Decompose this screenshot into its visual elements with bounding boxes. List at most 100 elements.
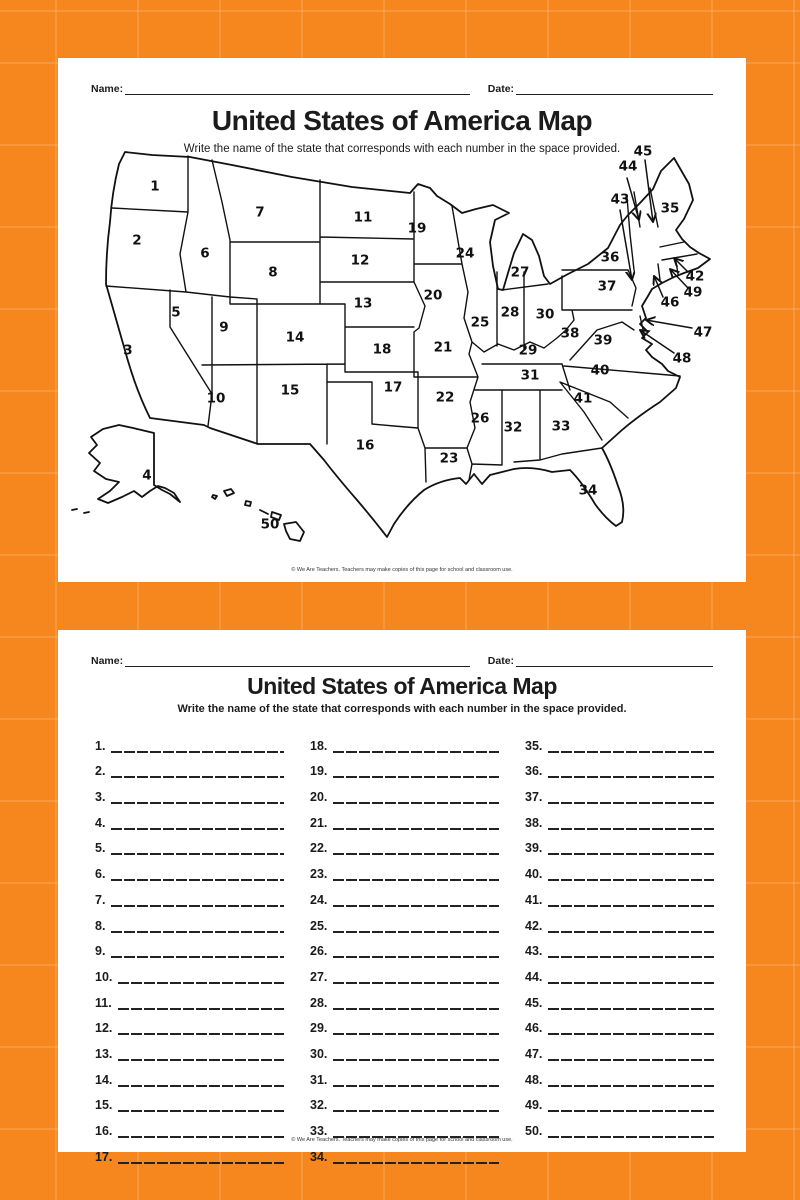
answer-blank-line	[333, 1020, 499, 1036]
answer-blank-line	[118, 1045, 284, 1061]
answer-blank-line	[333, 1071, 499, 1087]
answer-number: 9.	[95, 944, 106, 959]
map-number-23: 23	[440, 451, 459, 467]
answer-row-13: 13.	[95, 1035, 284, 1061]
page-title: United States of America Map	[247, 673, 557, 699]
map-number-40: 40	[591, 363, 610, 379]
answer-number: 21.	[310, 815, 328, 830]
map-number-30: 30	[536, 307, 555, 323]
answer-number: 12.	[95, 1021, 113, 1036]
answer-row-42: 42.	[525, 907, 714, 933]
map-number-14: 14	[286, 330, 305, 346]
answer-number: 27.	[310, 969, 328, 984]
answer-blank-line	[333, 891, 499, 907]
answer-blank-line	[333, 1123, 499, 1138]
answer-blank-line	[333, 763, 499, 779]
date-label: Date:	[487, 655, 515, 667]
map-number-17: 17	[384, 380, 403, 396]
pointer-arrow-47	[646, 320, 693, 329]
answer-number: 22.	[310, 841, 328, 856]
map-number-37: 37	[598, 279, 617, 295]
map-number-33: 33	[552, 419, 571, 435]
map-number-3: 3	[123, 343, 132, 359]
answer-blank-line	[548, 943, 714, 959]
answer-number: 16.	[95, 1124, 113, 1138]
answer-number: 13.	[95, 1046, 113, 1061]
map-number-49: 49	[684, 285, 703, 301]
map-number-13: 13	[354, 296, 373, 312]
answer-row-46: 46.	[525, 1010, 714, 1036]
answer-blank-line	[333, 1097, 499, 1113]
map-number-47: 47	[694, 325, 713, 341]
answer-row-36: 36.	[525, 753, 714, 779]
answer-row-1: 1.	[95, 727, 284, 753]
answer-number: 50.	[525, 1124, 543, 1138]
answer-blank-line	[111, 763, 284, 779]
map-number-1: 1	[150, 179, 159, 195]
answer-blank-line	[548, 789, 714, 805]
answer-blank-line	[117, 994, 284, 1010]
answer-blank-line	[333, 840, 499, 856]
answer-row-28: 28.	[310, 984, 499, 1010]
answer-row-3: 3.	[95, 778, 284, 805]
answer-blank-line	[548, 1020, 714, 1036]
map-number-7: 7	[255, 205, 264, 221]
answer-number: 32.	[310, 1098, 328, 1113]
answer-blank-line	[111, 737, 284, 753]
answer-blank-line	[333, 814, 499, 830]
answer-row-41: 41.	[525, 881, 714, 907]
answer-number: 35.	[525, 738, 543, 753]
answer-blank-line	[548, 917, 714, 933]
answer-number: 41.	[525, 892, 543, 907]
map-number-4: 4	[142, 468, 151, 484]
answer-number: 15.	[95, 1098, 113, 1113]
answer-row-37: 37.	[525, 778, 714, 805]
map-number-19: 19	[408, 221, 427, 237]
answer-number: 30.	[310, 1046, 328, 1061]
answer-blank-line	[333, 866, 499, 882]
pointer-arrow-45	[644, 159, 653, 222]
answer-row-7: 7.	[95, 881, 284, 907]
answer-row-39: 39.	[525, 830, 714, 856]
name-blank-line	[125, 82, 470, 95]
answer-number: 10.	[95, 969, 113, 984]
answer-row-32: 32.	[310, 1087, 499, 1113]
map-number-9: 9	[219, 320, 228, 336]
map-number-28: 28	[501, 305, 520, 321]
answer-row-14: 14.	[95, 1061, 284, 1087]
answer-row-8: 8.	[95, 907, 284, 933]
answer-blank-line	[118, 1123, 284, 1138]
pointer-arrow-49	[670, 269, 689, 289]
map-number-16: 16	[356, 438, 375, 454]
answer-row-35: 35.	[525, 727, 714, 753]
answer-blank-line	[111, 814, 284, 830]
worksheet-page-map: Name: Date: United States of America Map…	[58, 58, 746, 582]
answer-number: 7.	[95, 892, 106, 907]
map-number-35: 35	[661, 201, 680, 217]
map-number-45: 45	[634, 144, 653, 160]
answer-row-44: 44.	[525, 958, 714, 984]
map-number-26: 26	[471, 411, 490, 427]
pointer-arrow-44	[626, 177, 639, 220]
answer-number: 2.	[95, 764, 106, 779]
answer-row-20: 20.	[310, 778, 499, 805]
map-number-2: 2	[132, 233, 141, 249]
map-number-25: 25	[471, 315, 490, 331]
answer-number: 4.	[95, 815, 106, 830]
answer-row-15: 15.	[95, 1087, 284, 1113]
answer-number: 8.	[95, 918, 106, 933]
answer-blank-line	[111, 789, 284, 805]
map-number-27: 27	[511, 265, 530, 281]
answer-number: 18.	[310, 738, 328, 753]
map-number-41: 41	[574, 391, 593, 407]
map-number-8: 8	[268, 265, 277, 281]
map-number-38: 38	[561, 326, 580, 342]
answer-columns: 1. 2. 3. 4. 5. 6. 7. 8. 9. 10. 11. 12. 13. 14. 15. 16. 1…	[58, 715, 746, 1164]
answer-blank-line	[111, 891, 284, 907]
answer-number: 40.	[525, 867, 543, 882]
answer-number: 38.	[525, 815, 543, 830]
answer-blank-line	[548, 814, 714, 830]
answer-row-22: 22.	[310, 830, 499, 856]
answer-number: 25.	[310, 918, 328, 933]
answer-blank-line	[111, 866, 284, 882]
